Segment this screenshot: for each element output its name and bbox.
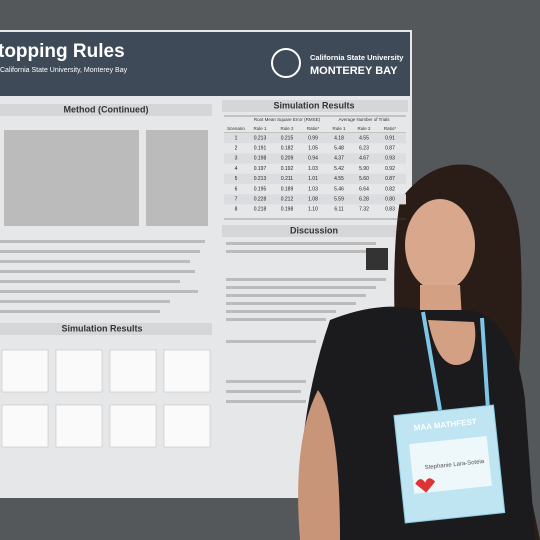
table-cell: 1: [235, 135, 238, 141]
table-cell: 0.80: [385, 197, 395, 203]
table-cell: 4.55: [334, 176, 344, 182]
table-cell: 0.87: [385, 176, 395, 182]
table-column-header: Scenario: [227, 126, 245, 131]
badge: MAA MATHFEST Stephanie Lara-Soteia: [393, 404, 506, 524]
scenario-plots: [1, 349, 211, 448]
discussion-heading: Discussion: [290, 225, 338, 235]
table-cell: 4.55: [359, 135, 369, 141]
table-cell: 5: [235, 176, 238, 182]
table-cell: 6.64: [359, 186, 369, 192]
logo-line1: California State University: [310, 53, 404, 62]
table-cell: 1.05: [308, 146, 318, 152]
table-cell: 6.11: [334, 207, 344, 213]
table-column-header: Ratio*: [384, 126, 397, 131]
table-cell: 0.91: [385, 135, 395, 141]
table-cell: 0.189: [281, 186, 294, 192]
table-cell: 0.192: [281, 166, 294, 172]
results-heading: Simulation Results: [61, 323, 142, 333]
table-cell: 4.37: [334, 156, 344, 162]
table-cell: 0.182: [281, 146, 294, 152]
table-group-header: Average Number of Trials: [339, 117, 391, 122]
table-cell: 5.42: [334, 166, 344, 172]
table-column-header: Rule 1: [253, 126, 267, 131]
table-cell: 0.218: [254, 207, 267, 213]
table-cell: 0.83: [385, 207, 395, 213]
table-cell: 5.48: [334, 146, 344, 152]
table-title: Simulation Results: [273, 100, 354, 110]
table-cell: 5.59: [334, 197, 344, 203]
table-cell: 1.01: [308, 176, 318, 182]
table-cell: 7: [235, 197, 238, 203]
table-cell: 0.209: [281, 156, 294, 162]
logo-icon: [271, 48, 301, 78]
poster-subtitle: California State University, Monterey Ba…: [0, 67, 128, 74]
table-cell: 0.82: [385, 186, 395, 192]
table-row-band: [224, 133, 406, 144]
table-cell: 6.28: [359, 197, 369, 203]
table-column-header: Rule 1: [332, 126, 346, 131]
table-cell: 0.93: [385, 156, 395, 162]
table-cell: 1.03: [308, 186, 318, 192]
table-cell: 0.92: [385, 166, 395, 172]
table-row-band: [224, 153, 406, 164]
table-row-band: [224, 173, 406, 184]
table-cell: 0.99: [308, 135, 318, 141]
logo-line2: MONTEREY BAY: [310, 65, 398, 77]
lanyard: [421, 311, 490, 411]
table-cell: 6.23: [359, 146, 369, 152]
table-cell: 3: [235, 156, 238, 162]
chest: [428, 320, 476, 365]
table-column-header: Ratio*: [307, 126, 320, 131]
table-cell: 0.87: [385, 146, 395, 152]
table-cell: 0.94: [308, 156, 318, 162]
table-cell: 0.213: [254, 135, 267, 141]
discussion-content: [226, 242, 388, 403]
table-cell: 4.67: [359, 156, 369, 162]
table-cell: 5.60: [359, 176, 369, 182]
table-cell: 0.213: [254, 176, 267, 182]
table-cell: 1.03: [308, 166, 318, 172]
table-cell: 8: [235, 207, 238, 213]
table-cell: 0.215: [281, 135, 294, 141]
method-heading: Method (Continued): [64, 104, 149, 114]
table-cell: 1.08: [308, 197, 318, 203]
table-cell: 7.32: [359, 207, 369, 213]
face: [405, 199, 475, 291]
table-cell: 0.228: [254, 197, 267, 203]
table-cell: 0.197: [254, 166, 267, 172]
table-group-header: Root Mean Square Error (RMSE): [254, 117, 321, 122]
poster-title: topping Rules: [0, 41, 125, 62]
poster-header: [0, 32, 410, 96]
table-cell: 0.191: [254, 146, 267, 152]
table-cell: 2: [235, 146, 238, 152]
table-column-header: Rule 2: [280, 126, 294, 131]
arm: [298, 390, 340, 540]
table-cell: 6: [235, 186, 238, 192]
results-band: [0, 323, 212, 335]
badge-heart: [415, 478, 436, 493]
table-cell: 0.195: [254, 186, 267, 192]
table-cell: 4: [235, 166, 238, 172]
table-cell: 0.198: [281, 207, 294, 213]
table-band: [222, 100, 408, 112]
discussion-band: [222, 225, 408, 237]
table-cell: 5.90: [359, 166, 369, 172]
method-band: [0, 104, 212, 116]
table-cell: 0.211: [281, 176, 293, 182]
table-cell: 4.18: [334, 135, 344, 141]
table-row-band: [224, 194, 406, 205]
method-content: [0, 130, 208, 313]
table-cell: 0.198: [254, 156, 267, 162]
table-cell: 0.212: [281, 197, 294, 203]
table-column-header: Rule 2: [357, 126, 371, 131]
table-cell: 5.46: [334, 186, 344, 192]
table-cell: 1.10: [308, 207, 318, 213]
